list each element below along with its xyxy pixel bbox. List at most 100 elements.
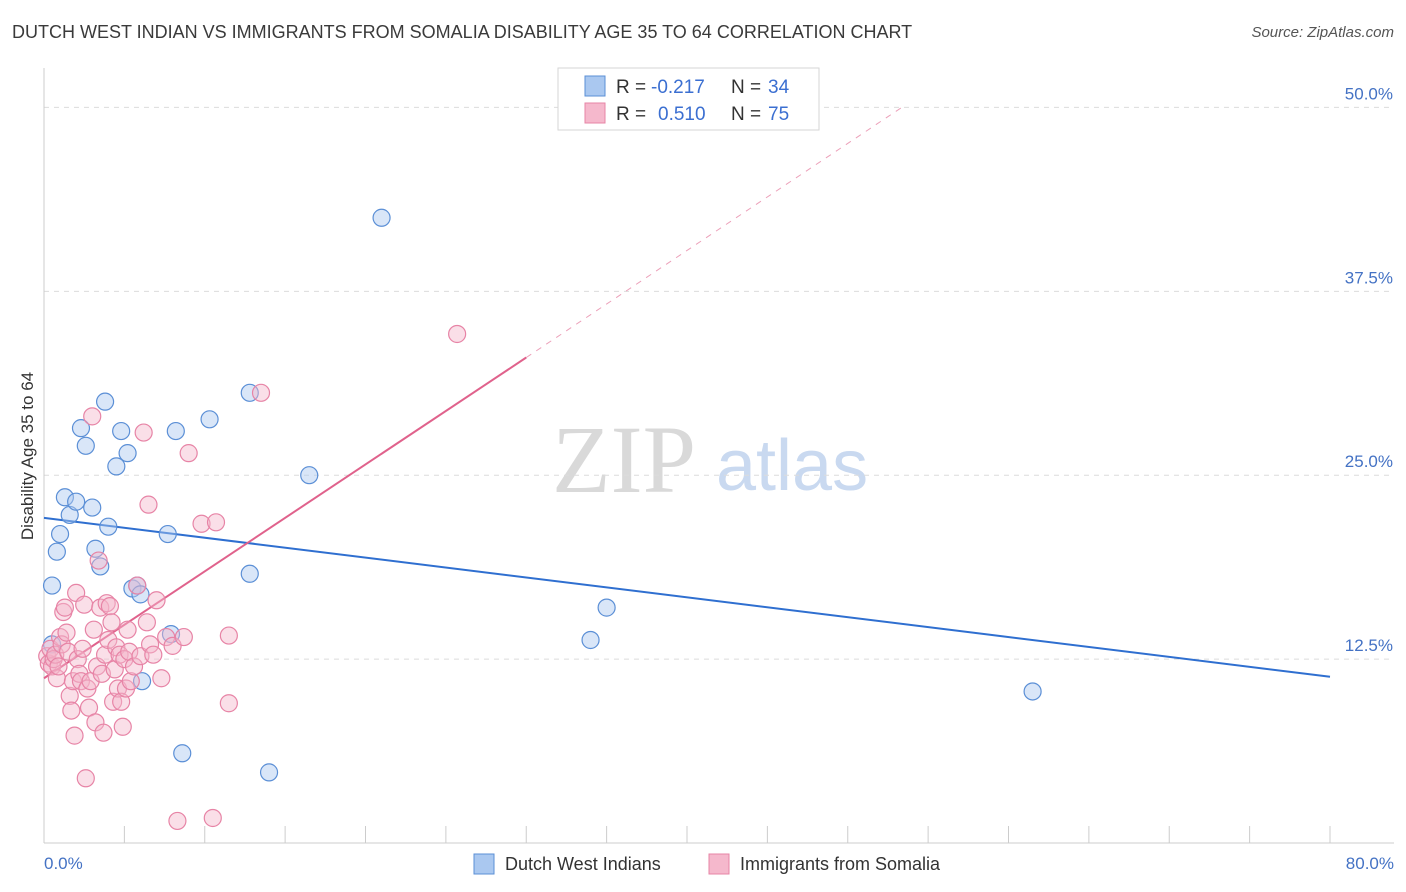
data-point-dutch-west-indian (597, 598, 616, 617)
data-point-somalia (71, 672, 91, 691)
data-point-somalia (113, 717, 132, 736)
bottom-legend-label-pink: Immigrants from Somalia (740, 854, 941, 874)
legend-r-label-1: R = (616, 77, 646, 98)
data-point-somalia (137, 613, 156, 632)
data-point-somalia (57, 623, 76, 642)
bottom-legend-blue-swatch (473, 853, 495, 875)
data-point-dutch-west-indian (158, 524, 177, 544)
data-point-somalia (203, 808, 222, 828)
data-point-dutch-west-indian (67, 492, 86, 511)
data-point-dutch-west-indian (581, 630, 600, 650)
data-point-dutch-west-indian (99, 517, 118, 536)
data-point-somalia (84, 620, 103, 639)
x-tick-label-min: 0.0% (44, 854, 83, 873)
data-point-somalia (168, 811, 187, 831)
chart-title: DUTCH WEST INDIAN VS IMMIGRANTS FROM SOM… (12, 22, 913, 42)
data-point-somalia (76, 769, 95, 788)
data-point-somalia (102, 613, 121, 632)
data-point-somalia (219, 694, 238, 713)
y-tick-label: 50.0% (1345, 84, 1393, 103)
trend-line-blue (43, 516, 1331, 678)
x-tick-label-max: 80.0% (1346, 854, 1394, 873)
trend-line-pink-extension (525, 105, 905, 358)
data-point-somalia (219, 626, 238, 645)
data-point-somalia (70, 664, 89, 683)
y-axis-title: Disability Age 35 to 64 (18, 372, 37, 540)
legend-blue-swatch (584, 75, 606, 97)
data-point-dutch-west-indian (240, 564, 259, 583)
data-point-dutch-west-indian (76, 436, 95, 455)
legend-r-value-1: -0.217 (651, 77, 705, 98)
legend-n-value-1: 34 (768, 77, 790, 98)
data-point-somalia (139, 495, 158, 514)
series-dutch-west-indians (42, 208, 1042, 782)
data-point-somalia (140, 635, 160, 654)
data-point-somalia (59, 642, 78, 661)
data-point-somalia (206, 513, 226, 532)
data-point-dutch-west-indian (372, 208, 391, 227)
y-tick-label: 37.5% (1345, 268, 1393, 287)
data-point-dutch-west-indian (50, 524, 70, 544)
data-point-somalia (60, 686, 79, 705)
data-point-somalia (75, 595, 94, 614)
data-point-dutch-west-indian (118, 444, 137, 463)
watermark-atlas: atlas (716, 426, 868, 506)
data-point-somalia (89, 551, 108, 570)
data-point-somalia (97, 594, 116, 613)
data-point-dutch-west-indian (112, 421, 131, 441)
data-point-somalia (83, 407, 102, 426)
trend-line-pink (43, 356, 527, 680)
data-point-somalia (41, 639, 60, 658)
y-tick-labels: 12.5% 25.0% 37.5% 50.0% (1345, 84, 1393, 655)
data-point-somalia (179, 444, 198, 463)
watermark: ZIP atlas (552, 406, 868, 513)
data-point-somalia (95, 645, 115, 664)
legend-n-label-2: N = (731, 104, 761, 125)
data-point-somalia (55, 598, 74, 617)
data-point-somalia (120, 642, 139, 661)
legend-r-value-2: 0.510 (658, 104, 706, 125)
data-point-somalia (118, 620, 137, 639)
data-point-somalia (73, 639, 92, 658)
x-ticks (43, 826, 1331, 843)
data-point-dutch-west-indian (71, 419, 91, 438)
series-immigrants-from-somalia (38, 324, 467, 831)
data-point-somalia (251, 383, 271, 402)
data-point-somalia (121, 672, 140, 691)
data-point-dutch-west-indian (166, 421, 185, 441)
data-point-dutch-west-indian (200, 410, 219, 429)
watermark-zip: ZIP (552, 406, 696, 513)
data-point-somalia (68, 650, 87, 669)
data-point-somalia (124, 657, 144, 676)
data-point-dutch-west-indian (83, 498, 102, 517)
data-point-somalia (128, 576, 147, 595)
data-point-dutch-west-indian (300, 466, 319, 485)
gridlines (44, 106, 1394, 660)
data-point-somalia (152, 669, 171, 688)
data-point-dutch-west-indian (173, 744, 192, 763)
trend-lines (43, 105, 1331, 680)
data-point-dutch-west-indian (107, 457, 126, 476)
data-point-somalia (144, 645, 163, 664)
data-point-somalia (134, 423, 153, 442)
y-tick-label: 12.5% (1345, 636, 1393, 655)
data-point-dutch-west-indian (259, 763, 279, 782)
data-point-somalia (49, 657, 68, 676)
y-tick-label: 25.0% (1345, 452, 1393, 471)
data-point-dutch-west-indian (47, 542, 66, 561)
legend-pink-swatch (584, 102, 606, 124)
data-point-somalia (94, 723, 113, 742)
legend-n-value-2: 75 (768, 104, 789, 125)
bottom-legend-label-blue: Dutch West Indians (505, 854, 661, 874)
source-label: Source: ZipAtlas.com (1251, 24, 1394, 41)
data-point-somalia (174, 627, 193, 647)
data-point-dutch-west-indian (42, 576, 62, 595)
data-point-somalia (52, 635, 71, 654)
legend-r-label-2: R = (616, 104, 646, 125)
series-legend: Dutch West Indians Immigrants from Somal… (473, 853, 941, 875)
data-point-somalia (62, 701, 81, 720)
legend-n-label-1: N = (731, 77, 761, 98)
data-point-somalia (147, 591, 166, 610)
data-point-somalia (192, 514, 211, 533)
